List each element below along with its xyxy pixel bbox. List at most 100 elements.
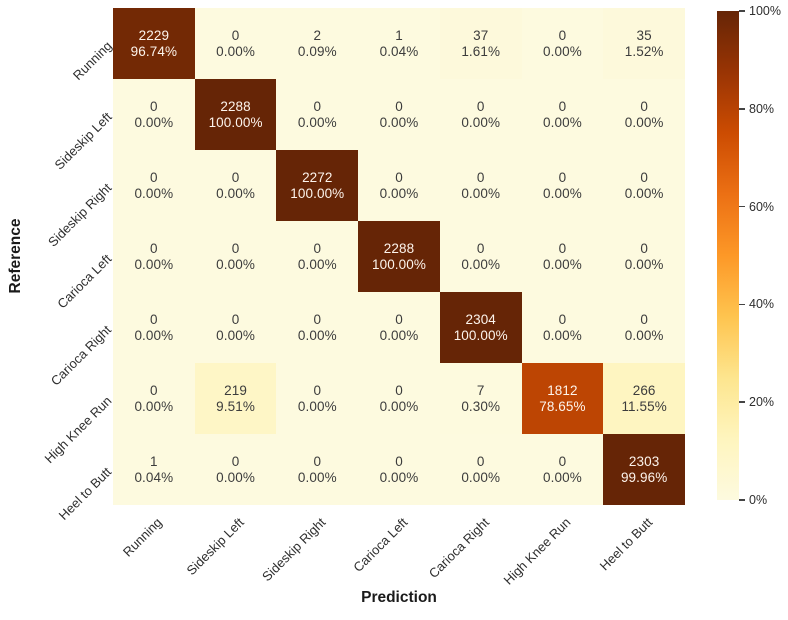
matrix-cell: 35 1.52% xyxy=(603,8,685,79)
cell-percent: 100.00% xyxy=(290,185,345,201)
matrix-cell: 0 0.00% xyxy=(358,363,440,434)
cell-percent: 0.00% xyxy=(216,256,255,272)
cell-percent: 0.00% xyxy=(134,398,174,414)
y-axis-label: Carioca Left xyxy=(54,251,115,312)
cell-count: 0 xyxy=(395,453,403,469)
matrix-cell: 0 0.00% xyxy=(521,79,604,150)
cell-percent: 96.74% xyxy=(130,43,178,59)
matrix-cell: 0 0.00% xyxy=(194,434,277,505)
cell-percent: 0.00% xyxy=(297,398,337,414)
cell-count: 0 xyxy=(395,382,403,398)
matrix-cell: 0 0.00% xyxy=(276,292,359,363)
colorbar-tick xyxy=(739,401,745,403)
cell-count: 0 xyxy=(558,27,567,43)
cell-count: 0 xyxy=(313,453,322,469)
x-axis-label: Running xyxy=(120,514,166,560)
matrix-cell: 0 0.00% xyxy=(113,221,195,292)
cell-count: 0 xyxy=(558,169,567,185)
cell-percent: 0.30% xyxy=(461,398,501,414)
cell-count: 37 xyxy=(473,27,489,43)
matrix-cell: 0 0.00% xyxy=(603,292,685,363)
matrix-cell: 0 0.00% xyxy=(113,150,195,221)
x-axis-label: Sideskip Left xyxy=(183,514,247,578)
cell-count: 0 xyxy=(150,240,158,256)
matrix-cell: 2288 100.00% xyxy=(194,79,277,150)
cell-percent: 0.00% xyxy=(134,185,174,201)
colorbar-gradient xyxy=(717,11,739,500)
colorbar-tick-label: 40% xyxy=(749,297,775,312)
cell-count: 0 xyxy=(150,169,158,185)
cell-count: 0 xyxy=(558,240,567,256)
cell-percent: 0.00% xyxy=(624,327,664,343)
cell-percent: 100.00% xyxy=(208,114,263,130)
colorbar-tick xyxy=(739,303,745,306)
cell-count: 1812 xyxy=(547,382,578,398)
colorbar-tick-label: 100% xyxy=(749,4,781,18)
cell-count: 0 xyxy=(150,311,158,327)
confusion-matrix: 2229 96.74% 0 0.00% 2 0.09% 1 0.04% 37 1.61% 0 0.00… xyxy=(113,8,685,505)
cell-count: 0 xyxy=(313,240,322,256)
cell-count: 0 xyxy=(395,311,403,327)
cell-percent: 0.00% xyxy=(543,469,582,485)
x-axis-title: Prediction xyxy=(361,589,437,606)
cell-percent: 0.00% xyxy=(461,469,501,485)
matrix-cell: 0 0.00% xyxy=(358,434,440,505)
cell-count: 35 xyxy=(636,27,652,43)
colorbar-tick xyxy=(739,10,745,12)
cell-percent: 78.65% xyxy=(539,398,586,414)
cell-percent: 0.00% xyxy=(624,256,664,272)
cell-count: 0 xyxy=(231,169,240,185)
cell-count: 1 xyxy=(395,27,403,43)
cell-count: 0 xyxy=(640,98,648,114)
matrix-cell: 2229 96.74% xyxy=(113,8,195,79)
cell-percent: 99.96% xyxy=(620,469,668,485)
matrix-cell: 0 0.00% xyxy=(358,79,440,150)
x-axis-label: High Knee Run xyxy=(500,514,574,588)
cell-percent: 0.00% xyxy=(134,256,174,272)
cell-count: 219 xyxy=(224,382,247,398)
cell-count: 0 xyxy=(558,453,567,469)
cell-count: 0 xyxy=(395,98,403,114)
matrix-cell: 0 0.00% xyxy=(113,79,195,150)
cell-percent: 0.00% xyxy=(379,327,419,343)
colorbar-tick-label: 20% xyxy=(749,395,775,410)
cell-count: 0 xyxy=(640,311,648,327)
matrix-cell: 0 0.00% xyxy=(521,150,604,221)
matrix-cell: 2 0.09% xyxy=(276,8,359,79)
cell-percent: 0.04% xyxy=(379,43,419,59)
matrix-cell: 0 0.00% xyxy=(113,292,195,363)
cell-percent: 9.51% xyxy=(216,398,255,414)
cell-count: 0 xyxy=(476,453,485,469)
matrix-cell: 1 0.04% xyxy=(358,8,440,79)
matrix-cell: 7 0.30% xyxy=(439,363,522,434)
x-axis-label: Carioca Left xyxy=(350,514,411,575)
matrix-cell: 219 9.51% xyxy=(194,363,277,434)
y-axis-label: Carioca Right xyxy=(48,322,115,389)
cell-percent: 0.00% xyxy=(624,114,664,130)
matrix-cell: 0 0.00% xyxy=(439,221,522,292)
cell-count: 2288 xyxy=(220,98,251,114)
cell-count: 266 xyxy=(632,382,656,398)
cell-count: 0 xyxy=(231,240,240,256)
cell-percent: 100.00% xyxy=(371,256,426,272)
cell-percent: 0.00% xyxy=(461,185,501,201)
matrix-cell: 0 0.00% xyxy=(521,221,604,292)
matrix-cell: 0 0.00% xyxy=(276,434,359,505)
cell-count: 0 xyxy=(640,169,648,185)
matrix-cell: 0 0.00% xyxy=(439,150,522,221)
cell-count: 0 xyxy=(395,169,403,185)
matrix-cell: 0 0.00% xyxy=(521,8,604,79)
cell-percent: 11.55% xyxy=(621,398,667,414)
matrix-cell: 1 0.04% xyxy=(113,434,195,505)
cell-count: 0 xyxy=(476,169,485,185)
cell-count: 0 xyxy=(476,98,485,114)
matrix-cell: 0 0.00% xyxy=(439,434,522,505)
cell-count: 0 xyxy=(558,98,567,114)
cell-percent: 100.00% xyxy=(453,327,508,343)
matrix-cell: 0 0.00% xyxy=(276,79,359,150)
matrix-cell: 2272 100.00% xyxy=(276,150,359,221)
matrix-cell: 0 0.00% xyxy=(194,221,277,292)
cell-percent: 0.00% xyxy=(461,114,501,130)
x-axis-label: Sideskip Right xyxy=(259,514,329,585)
